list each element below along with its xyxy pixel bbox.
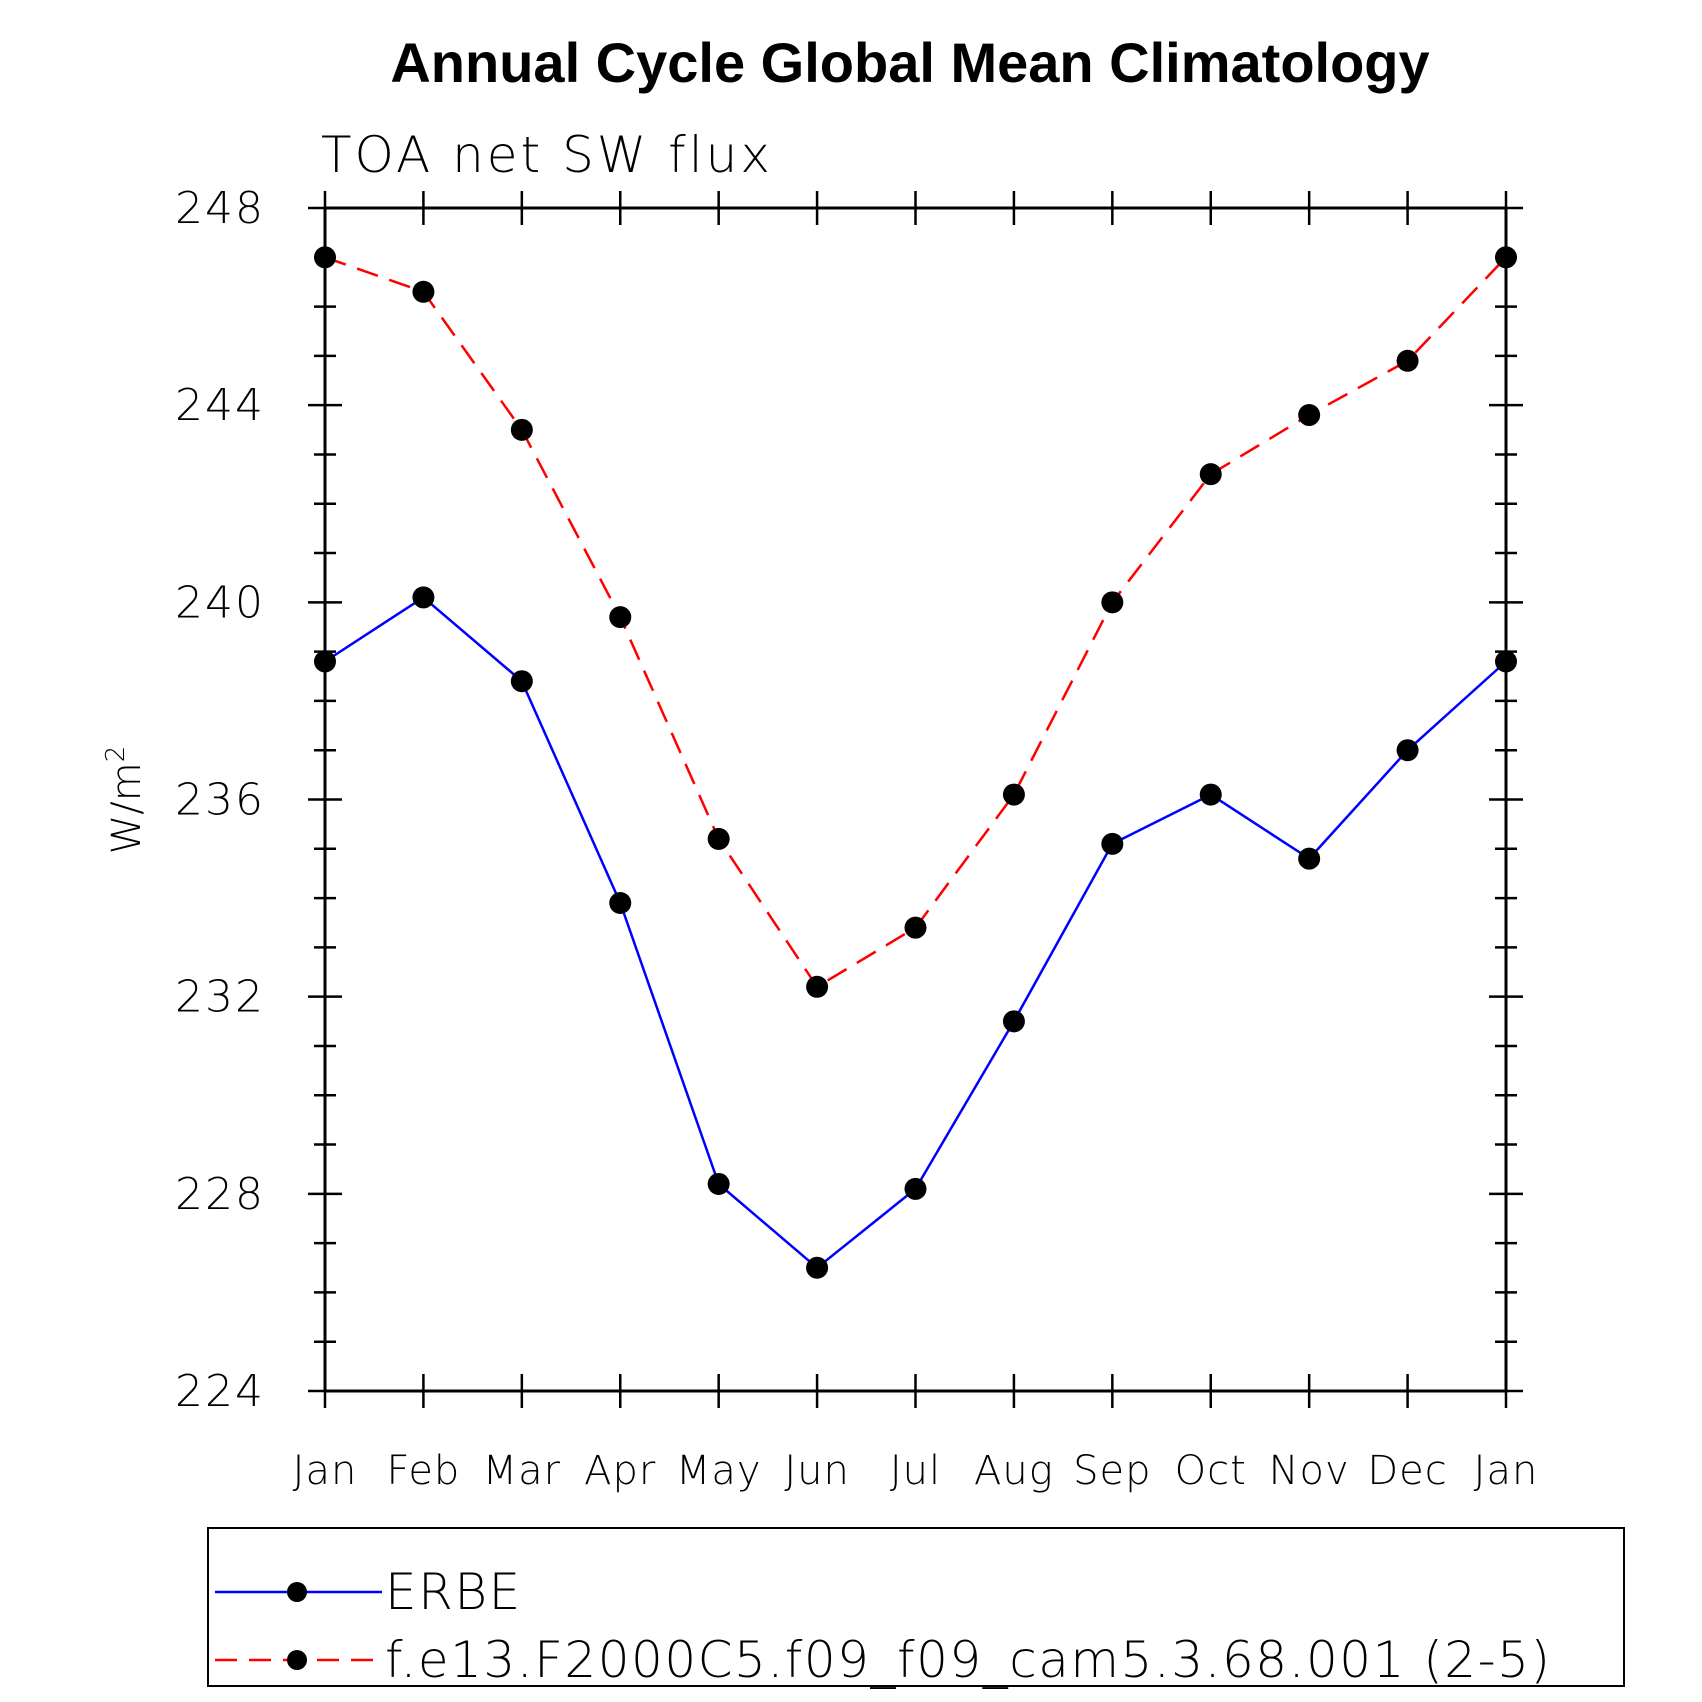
data-point — [510, 670, 533, 693]
x-tick-label: Nov — [1269, 1448, 1350, 1494]
data-point — [806, 1256, 829, 1279]
data-point — [1101, 832, 1124, 855]
data-point — [904, 916, 927, 939]
data-point — [609, 892, 632, 915]
data-point — [1002, 783, 1025, 806]
x-tick-label: Jan — [1474, 1448, 1539, 1494]
data-point — [1002, 1010, 1025, 1033]
legend-label: ERBE — [385, 1563, 522, 1621]
y-tick-label: 240 — [175, 577, 265, 628]
y-tick-label: 228 — [175, 1169, 265, 1220]
plot-frame — [323, 206, 1508, 1393]
y-tick-label: 248 — [175, 183, 265, 234]
y-axis-label-superscript: 2 — [101, 746, 131, 763]
legend-label: f.e13.F2000C5.f09_f09_cam5.3.68.001 (2-5… — [385, 1631, 1551, 1689]
x-tick-label: Jan — [293, 1448, 358, 1494]
y-tick-label: 236 — [175, 775, 265, 826]
x-tick-label: Sep — [1073, 1448, 1151, 1494]
data-point — [412, 280, 435, 303]
y-tick-label: 224 — [175, 1366, 265, 1417]
legend-box — [207, 1527, 1625, 1687]
data-point — [1298, 847, 1321, 870]
data-point — [806, 975, 829, 998]
x-tick-label: Feb — [387, 1448, 461, 1494]
y-tick-labels: 224 228 232 236 240 244 248 — [175, 183, 265, 1417]
legend-items: ERBE f.e13.F2000C5.f09_f09_cam5.3.68.001 … — [215, 1563, 1551, 1689]
chart-title: Annual Cycle Global Mean Climatology — [390, 31, 1429, 94]
x-tick-label: May — [676, 1448, 762, 1494]
x-tick-label: Mar — [483, 1448, 561, 1494]
series-layer — [314, 246, 1517, 1279]
data-point — [904, 1177, 927, 1200]
data-point — [1298, 404, 1321, 427]
x-tick-label: Oct — [1175, 1448, 1247, 1494]
data-point — [1199, 463, 1222, 486]
x-tick-label: Apr — [584, 1448, 656, 1494]
data-point — [510, 418, 533, 441]
legend: ERBE f.e13.F2000C5.f09_f09_cam5.3.68.001 … — [207, 1527, 1625, 1689]
data-point — [1101, 591, 1124, 614]
axis-ticks — [308, 191, 1523, 1408]
data-point — [707, 827, 730, 850]
legend-marker — [287, 1650, 307, 1670]
data-point — [1396, 739, 1419, 762]
x-tick-label: Aug — [974, 1448, 1054, 1494]
data-point — [707, 1172, 730, 1195]
y-axis-label: W/m2 — [101, 746, 150, 855]
x-tick-label: Dec — [1367, 1448, 1447, 1494]
legend-marker — [287, 1582, 307, 1602]
x-tick-label: Jul — [890, 1448, 941, 1494]
chart-subtitle: TOA net SW flux — [321, 126, 773, 184]
x-tick-label: Jun — [784, 1448, 850, 1494]
data-point — [609, 606, 632, 629]
x-tick-labels: Jan Feb Mar Apr May Jun Jul Aug Sep Oct Nov Dec Jan — [293, 1448, 1539, 1494]
y-axis-label-text: W/m — [104, 762, 150, 854]
data-point — [412, 586, 435, 609]
y-tick-label: 232 — [175, 972, 265, 1023]
series-line-1 — [324, 256, 1507, 989]
data-point — [1199, 783, 1222, 806]
data-point — [1396, 349, 1419, 372]
y-tick-label: 244 — [175, 380, 265, 431]
